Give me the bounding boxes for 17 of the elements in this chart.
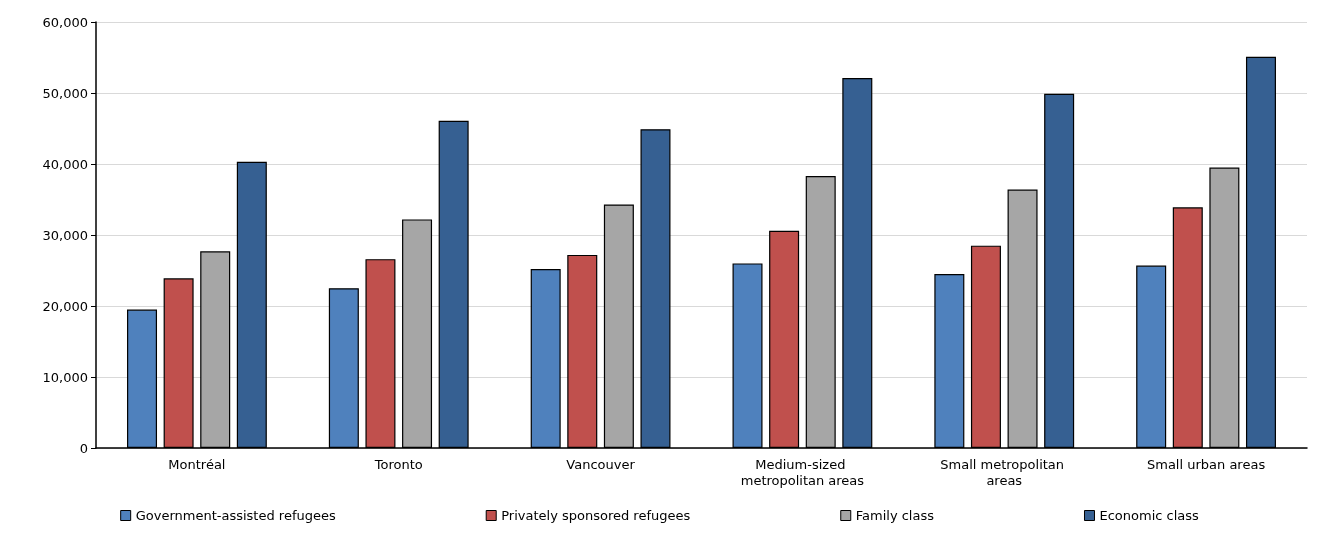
x-tick-label: Medium-sized metropolitan areas (740, 456, 865, 488)
y-tick-label: 60,000 (42, 14, 88, 30)
legend-label: Economic class (1099, 508, 1200, 523)
legend-label: Government-assisted refugees (135, 508, 336, 523)
x-tick-label: Small urban areas (1146, 456, 1266, 472)
x-tick-label: Montréal (168, 456, 226, 472)
legend-label: Privately sponsored refugees (501, 508, 691, 523)
y-tick-label: 0 (79, 440, 88, 456)
x-tick-label: Small metropolitan areas (940, 456, 1069, 488)
y-tick-label: 20,000 (42, 298, 88, 314)
y-tick-label: 40,000 (42, 156, 88, 172)
y-tick-label: 50,000 (42, 85, 88, 101)
x-tick-label: Toronto (373, 456, 423, 472)
x-tick-label: Vancouver (566, 456, 636, 472)
y-tick-label: 30,000 (42, 227, 88, 243)
y-tick-label: 10,000 (42, 369, 88, 385)
legend-label: Family class (855, 508, 935, 523)
